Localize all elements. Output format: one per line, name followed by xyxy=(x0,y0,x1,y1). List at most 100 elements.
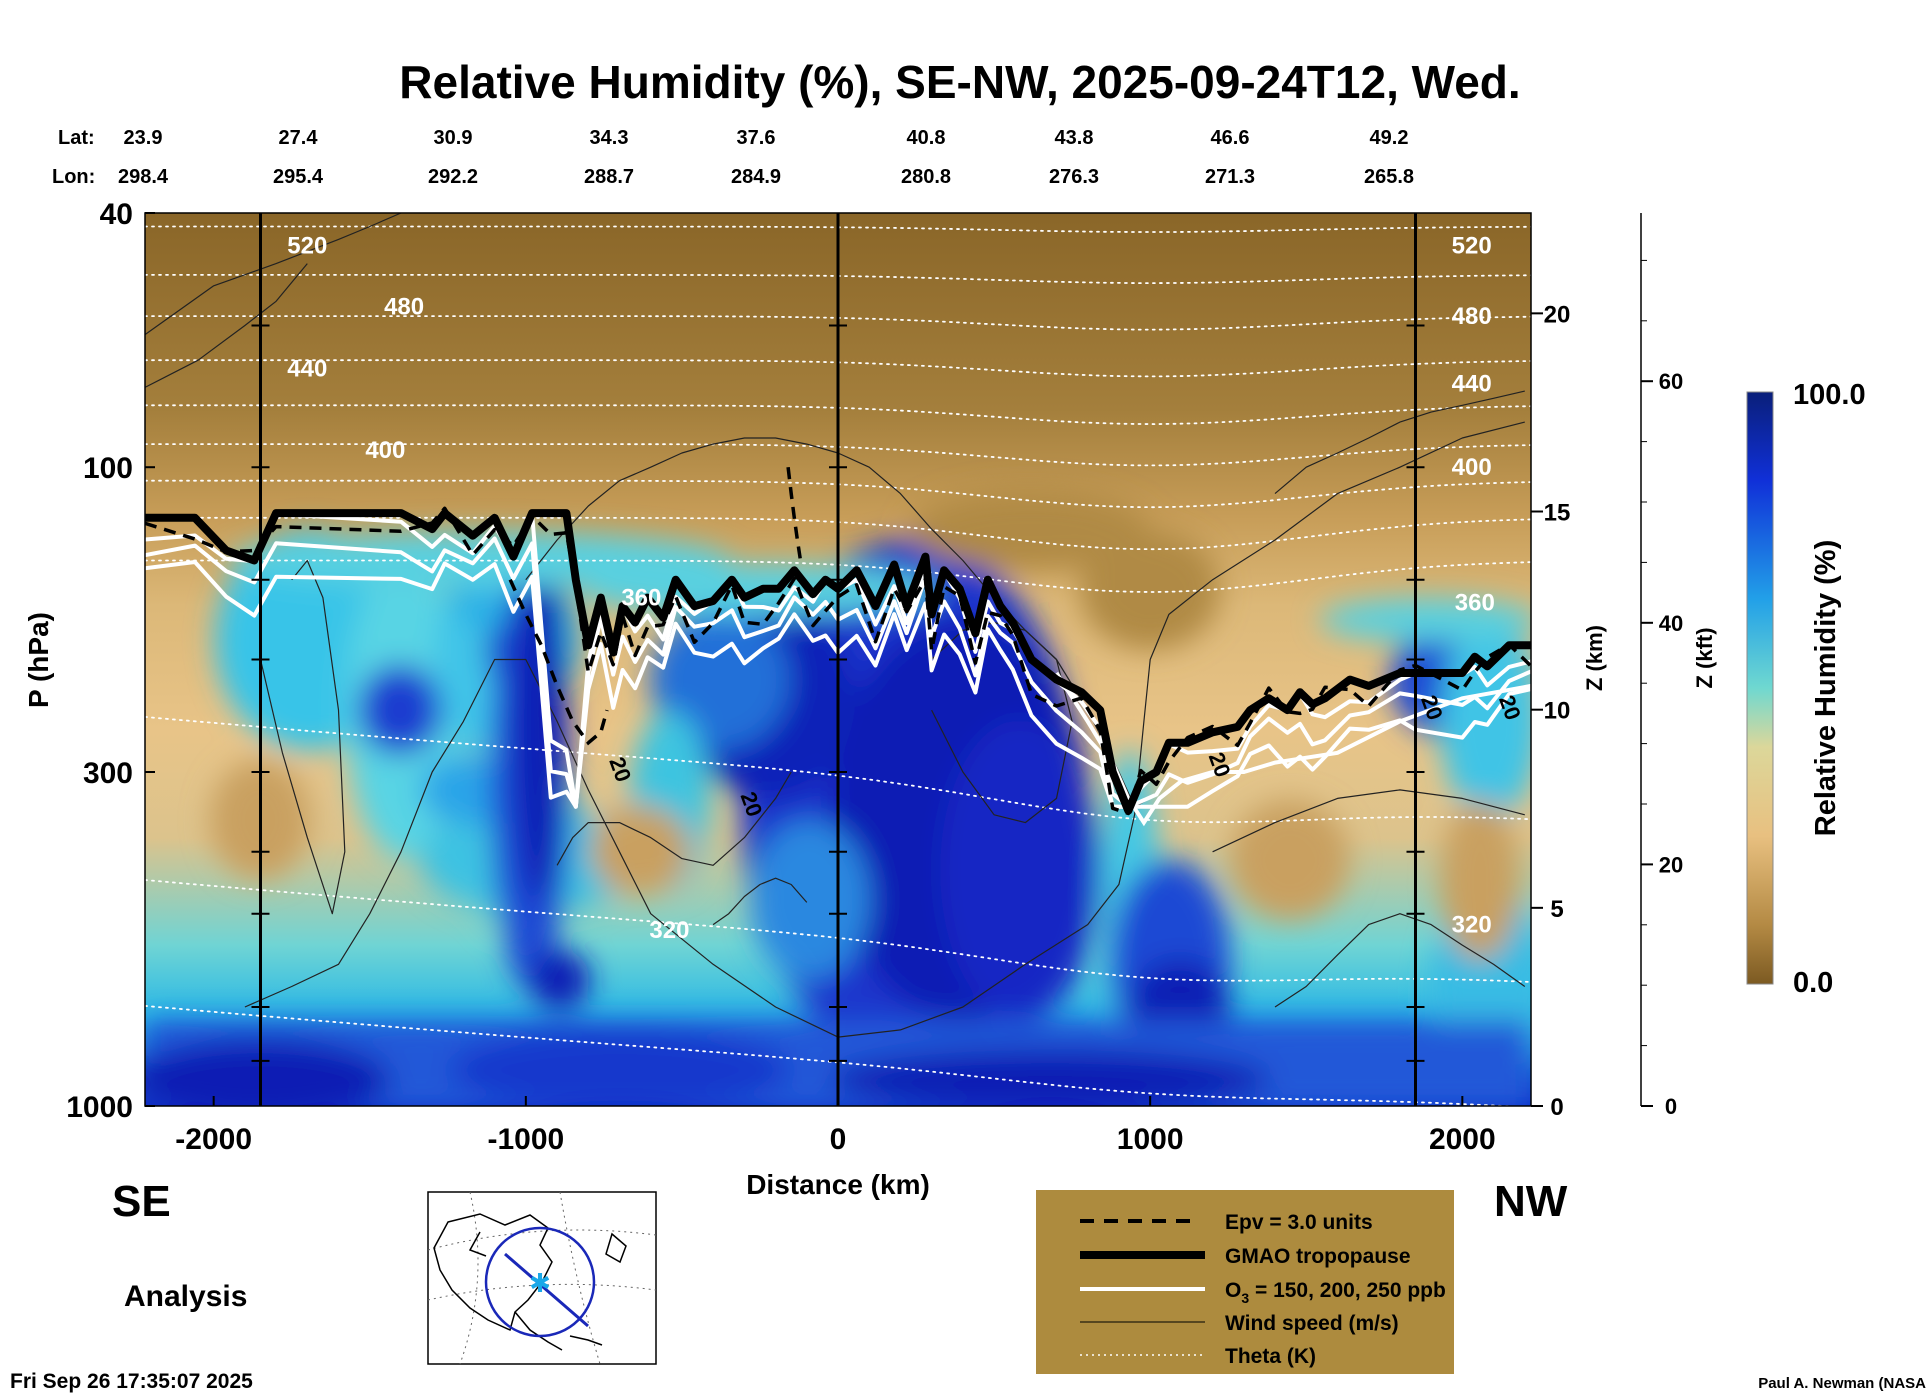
p-tick-label: 100 xyxy=(83,452,133,485)
lon-value: 288.7 xyxy=(584,166,634,188)
colorbar-min-label: 0.0 xyxy=(1793,967,1833,999)
inset-map: ✱ xyxy=(427,1191,657,1365)
x-tick-label: 2000 xyxy=(1429,1123,1496,1156)
ozone-contour xyxy=(145,536,1531,809)
z-kft-tick-label: 0 xyxy=(1665,1094,1677,1119)
z-km-tick-label: 5 xyxy=(1550,896,1563,923)
legend-label-wind: Wind speed (m/s) xyxy=(1225,1312,1399,1335)
colorbar-max-label: 100.0 xyxy=(1793,379,1866,411)
lon-label: Lon: xyxy=(52,166,95,188)
lat-value: 43.8 xyxy=(1055,127,1094,149)
colorbar-gradient xyxy=(1746,391,1774,985)
moist-region xyxy=(450,1030,790,1106)
lon-value: 271.3 xyxy=(1205,166,1255,188)
tropopause-line xyxy=(145,509,1531,815)
moist-region xyxy=(358,665,442,755)
wind-contour xyxy=(259,559,346,915)
right-axes: 0 5 10 15 20 0 20 40 60 xyxy=(1531,213,1683,1121)
colorbar: 100.0 0.0 Relative Humidity (%) xyxy=(1746,379,1866,999)
gmao-tropopause xyxy=(145,509,1531,815)
theta-label: 520 xyxy=(1452,233,1492,260)
legend-label-epv: Epv = 3.0 units xyxy=(1225,1211,1373,1234)
moist-region xyxy=(650,610,790,750)
lon-value: 280.8 xyxy=(901,166,951,188)
theta-label: 400 xyxy=(365,437,405,464)
z-km-axis-title: Z (km) xyxy=(1582,625,1607,691)
dry-region xyxy=(1440,800,1520,960)
wind-contour xyxy=(145,263,308,388)
chart-title: Relative Humidity (%), SE-NW, 2025-09-24… xyxy=(399,56,1520,108)
analysis-range-circle xyxy=(484,1226,596,1338)
moist-region xyxy=(750,820,870,980)
lat-value: 49.2 xyxy=(1370,127,1409,149)
plot-area: 5204804404003603205204804404003603202020… xyxy=(145,213,1531,1106)
legend-label-tropopause: GMAO tropopause xyxy=(1225,1245,1411,1268)
z-kft-axis-title: Z (kft) xyxy=(1692,627,1717,688)
timestamp: Fri Sep 26 17:35:07 2025 xyxy=(10,1370,253,1393)
ozone-o: O xyxy=(1225,1279,1241,1302)
colorbar-title: Relative Humidity (%) xyxy=(1810,540,1842,837)
lon-value: 295.4 xyxy=(273,166,324,188)
x-tick-label: 0 xyxy=(830,1123,847,1156)
cross-section-line xyxy=(504,1252,589,1328)
wind-contour xyxy=(1212,789,1525,853)
analysis-label: Analysis xyxy=(124,1280,247,1313)
dry-region xyxy=(1080,530,1220,650)
credit: Paul A. Newman (NASA xyxy=(1758,1375,1926,1392)
epv-dashed-line xyxy=(786,466,803,561)
ozone-sub-3: 3 xyxy=(1241,1290,1249,1306)
wind-contour xyxy=(145,213,402,336)
lon-value: 276.3 xyxy=(1049,166,1099,188)
theta-label: 400 xyxy=(1452,454,1492,481)
lat-label: Lat: xyxy=(58,127,95,149)
lon-value: 284.9 xyxy=(731,166,781,188)
lat-value: 37.6 xyxy=(737,127,776,149)
dry-region xyxy=(590,805,690,895)
theta-label: 480 xyxy=(384,293,424,320)
p-tick-label: 300 xyxy=(83,757,133,790)
lon-value: 265.8 xyxy=(1364,166,1414,188)
wind-contour xyxy=(556,771,792,866)
moist-region xyxy=(230,532,730,588)
wind-contour xyxy=(1274,390,1525,495)
p-tick-label: 1000 xyxy=(66,1091,133,1124)
moist-region xyxy=(145,1040,390,1106)
x-tick-label: -1000 xyxy=(487,1123,564,1156)
lat-value: 30.9 xyxy=(434,127,473,149)
moist-region xyxy=(830,1050,1270,1106)
legend-label-ozone: O3 = 150, 200, 250 ppb xyxy=(1225,1279,1446,1306)
theta-label: 360 xyxy=(621,585,661,612)
section-markers xyxy=(251,213,1425,1106)
ozone-contour xyxy=(145,560,1531,809)
theta-label: 320 xyxy=(649,917,689,944)
lon-value: 292.2 xyxy=(428,166,478,188)
lat-value: 23.9 xyxy=(124,127,163,149)
theta-label: 320 xyxy=(1452,912,1492,939)
epv-dashed-line xyxy=(508,578,609,746)
lat-lon-header: Lat: Lon: 23.9 27.4 30.9 34.3 37.6 40.8 43.8 46… xyxy=(52,127,1414,188)
lat-value: 46.6 xyxy=(1211,127,1250,149)
lon-value: 298.4 xyxy=(118,166,169,188)
lat-value: 27.4 xyxy=(279,127,319,149)
theta-label: 360 xyxy=(1455,590,1495,617)
lat-value: 34.3 xyxy=(590,127,629,149)
x-axis-title: Distance (km) xyxy=(746,1169,930,1200)
y-axis-title: P (hPa) xyxy=(23,612,54,708)
z-kft-tick-label: 40 xyxy=(1659,611,1683,636)
ozone-values: = 150, 200, 250 ppb xyxy=(1249,1279,1446,1302)
theta-label: 440 xyxy=(287,355,327,382)
legend-label-theta: Theta (K) xyxy=(1225,1345,1316,1368)
axes: -2000 -1000 0 1000 2000 40 100 300 1000 xyxy=(66,198,1495,1156)
p-tick-label: 40 xyxy=(100,198,133,231)
z-km-tick-label: 10 xyxy=(1544,698,1571,725)
nw-label: NW xyxy=(1494,1177,1568,1226)
theta-label: 520 xyxy=(287,233,327,260)
dry-region xyxy=(910,490,1150,570)
z-kft-tick-label: 20 xyxy=(1659,852,1683,877)
theta-label: 440 xyxy=(1452,371,1492,398)
z-kft-tick-label: 60 xyxy=(1659,369,1683,394)
moist-region xyxy=(530,950,590,1010)
theta-label: 480 xyxy=(1452,303,1492,330)
moist-region xyxy=(514,540,566,900)
